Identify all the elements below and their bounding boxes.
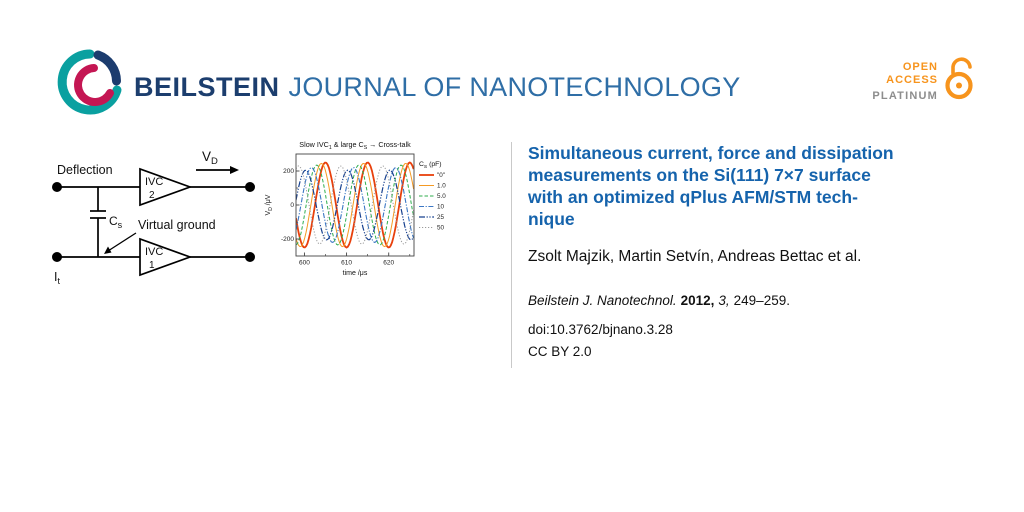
ivc2-amplifier [139, 167, 193, 207]
crosstalk-chart: 600 610 620 200 0 -200 Slow IVC1 & large CS → … [265, 140, 446, 277]
article-title-line: nique [528, 209, 575, 229]
ivc1-label: IVC [145, 246, 163, 258]
ivc1-amplifier [139, 237, 193, 277]
vertical-divider [511, 142, 512, 368]
y-tick-label: -200 [281, 236, 294, 243]
open-access-line1: OPEN [902, 61, 938, 73]
brand-name: BEILSTEIN [134, 72, 280, 102]
series-line [296, 169, 414, 241]
open-access-line2: ACCESS [886, 74, 938, 86]
legend-entry-label: 5.0 [437, 193, 446, 200]
it-label: It [54, 270, 60, 286]
series-line [296, 165, 414, 245]
circuit-diagram: Deflection VD IVC 2 Cs Virtual ground IV… [52, 149, 255, 286]
chart-title: Slow IVC1 & large CS → Cross-talk [299, 140, 411, 151]
deflection-label: Deflection [57, 163, 113, 177]
beilstein-logo [57, 49, 122, 115]
legend-entry-label: "0" [437, 172, 445, 179]
series-line [296, 166, 414, 244]
ivc2-number: 2 [149, 190, 155, 201]
article-info: Simultaneous current, force and dissipat… [528, 142, 980, 359]
ivc2-label: IVC [145, 176, 163, 188]
citation-volume: 3, [718, 293, 730, 308]
citation-pages: 249–259. [733, 293, 790, 308]
legend-entry-label: 10 [437, 204, 445, 211]
article-title: Simultaneous current, force and dissipat… [528, 142, 980, 230]
citation-year: 2012, [680, 293, 715, 308]
y-tick-label: 200 [283, 168, 294, 175]
series-line [296, 164, 414, 246]
x-axis-label: time /μs [343, 270, 368, 277]
y-tick-label: 0 [290, 202, 294, 209]
terminal-dot [52, 252, 62, 262]
legend-title: CS (pF) [419, 161, 442, 170]
x-tick-label: 610 [341, 260, 352, 267]
x-tick-label: 600 [299, 260, 310, 267]
citation-line: Beilstein J. Nanotechnol. 2012, 3, 249–259. [528, 293, 980, 308]
legend-entry-label: 25 [437, 214, 445, 221]
open-access-label: OPEN ACCESS PLATINUM [826, 61, 938, 103]
virtual-ground-arrowhead [104, 246, 112, 254]
virtual-ground-arrow [107, 232, 137, 252]
terminal-dot [245, 182, 255, 192]
series-line [296, 161, 414, 249]
doi-text: doi:10.3762/bjnano.3.28 [528, 322, 673, 337]
terminal-dot [52, 182, 62, 192]
platinum-label: PLATINUM [872, 90, 938, 102]
y-axis-label: VD /μV [265, 194, 274, 215]
x-tick-label: 620 [383, 260, 394, 267]
article-title-line: Simultaneous current, force and dissipat… [528, 143, 894, 163]
series-line [296, 162, 414, 248]
vd-label: VD [202, 149, 218, 167]
journal-name: JOURNAL OF NANOTECHNOLOGY [288, 72, 741, 102]
legend-entry-label: 50 [437, 225, 445, 232]
terminal-dot [245, 252, 255, 262]
license-text: CC BY 2.0 [528, 344, 592, 359]
article-title-line: measurements on the Si(111) 7×7 surface [528, 165, 871, 185]
ivc1-number: 1 [149, 260, 155, 271]
cs-label: Cs [109, 214, 123, 230]
citation-journal: Beilstein J. Nanotechnol. [528, 293, 677, 308]
authors-line: Zsolt Majzik, Martin Setvín, Andreas Bet… [528, 248, 862, 265]
virtual-ground-label: Virtual ground [138, 218, 216, 232]
journal-masthead: BEILSTEIN JOURNAL OF NANOTECHNOLOGY [134, 72, 741, 103]
article-title-line: with an optimized qPlus AFM/STM tech- [528, 187, 858, 207]
vd-arrowhead [230, 166, 239, 174]
legend-entry-label: 1.0 [437, 183, 446, 190]
open-access-lock-icon [945, 57, 973, 100]
